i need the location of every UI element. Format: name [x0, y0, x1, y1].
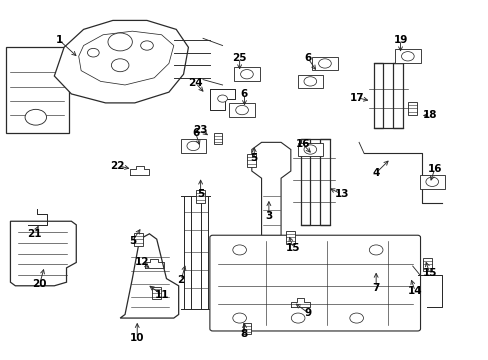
Bar: [213, 134, 221, 144]
Text: 12: 12: [135, 257, 149, 267]
Text: 22: 22: [110, 161, 125, 171]
Bar: [419, 175, 444, 189]
Polygon shape: [183, 196, 190, 309]
Circle shape: [232, 313, 246, 323]
Text: 24: 24: [188, 78, 203, 88]
Text: 23: 23: [193, 125, 207, 135]
Text: 17: 17: [348, 93, 363, 103]
Polygon shape: [251, 142, 290, 235]
Bar: [312, 57, 337, 70]
Circle shape: [349, 313, 363, 323]
Bar: [180, 139, 205, 153]
Circle shape: [425, 177, 438, 186]
Bar: [297, 75, 323, 88]
FancyBboxPatch shape: [209, 235, 420, 331]
Polygon shape: [200, 196, 207, 309]
Circle shape: [186, 141, 199, 150]
Text: 10: 10: [130, 333, 144, 343]
Bar: [247, 154, 256, 167]
Text: 15: 15: [422, 268, 436, 278]
Circle shape: [318, 59, 330, 68]
Circle shape: [25, 109, 46, 125]
Bar: [297, 143, 323, 156]
Text: 5: 5: [197, 189, 204, 199]
Text: 18: 18: [422, 111, 436, 121]
Text: 14: 14: [407, 286, 422, 296]
Bar: [134, 233, 143, 246]
Polygon shape: [392, 63, 402, 128]
Text: 7: 7: [372, 283, 379, 293]
Text: 13: 13: [334, 189, 348, 199]
Circle shape: [111, 59, 129, 72]
Bar: [152, 287, 161, 300]
Bar: [234, 67, 259, 81]
Polygon shape: [373, 63, 383, 128]
Bar: [286, 231, 295, 244]
Polygon shape: [10, 221, 76, 286]
Bar: [422, 258, 431, 271]
Circle shape: [240, 69, 253, 79]
Text: 2: 2: [177, 275, 184, 285]
Text: 6: 6: [304, 53, 311, 63]
Circle shape: [401, 51, 413, 61]
Text: 9: 9: [304, 308, 311, 318]
Text: 6: 6: [192, 129, 199, 138]
Text: 20: 20: [32, 279, 47, 289]
Bar: [242, 323, 251, 334]
Text: 19: 19: [392, 35, 407, 45]
Text: 16: 16: [427, 164, 441, 174]
Text: 4: 4: [372, 168, 379, 178]
Text: 3: 3: [264, 211, 272, 221]
Bar: [394, 49, 420, 63]
Circle shape: [304, 77, 316, 86]
Circle shape: [368, 245, 382, 255]
Circle shape: [232, 245, 246, 255]
Text: 1: 1: [56, 35, 62, 45]
Text: 21: 21: [27, 229, 42, 239]
Bar: [196, 190, 204, 203]
Text: 15: 15: [285, 243, 300, 253]
Text: 5: 5: [250, 153, 257, 163]
Polygon shape: [120, 234, 178, 318]
Circle shape: [141, 41, 153, 50]
Circle shape: [108, 33, 132, 51]
Text: 16: 16: [295, 139, 309, 149]
Circle shape: [291, 313, 305, 323]
Polygon shape: [300, 139, 310, 225]
Text: 8: 8: [241, 329, 247, 339]
Polygon shape: [54, 21, 188, 103]
Text: 6: 6: [241, 89, 247, 99]
Text: 25: 25: [232, 53, 246, 63]
Circle shape: [304, 145, 316, 154]
Circle shape: [217, 95, 227, 102]
Polygon shape: [320, 139, 329, 225]
Bar: [407, 102, 416, 115]
Text: 11: 11: [154, 290, 168, 300]
Polygon shape: [79, 31, 173, 85]
Text: 5: 5: [128, 236, 136, 246]
Circle shape: [87, 48, 99, 57]
Bar: [229, 103, 254, 117]
Bar: [5, 47, 69, 134]
Circle shape: [235, 105, 248, 115]
